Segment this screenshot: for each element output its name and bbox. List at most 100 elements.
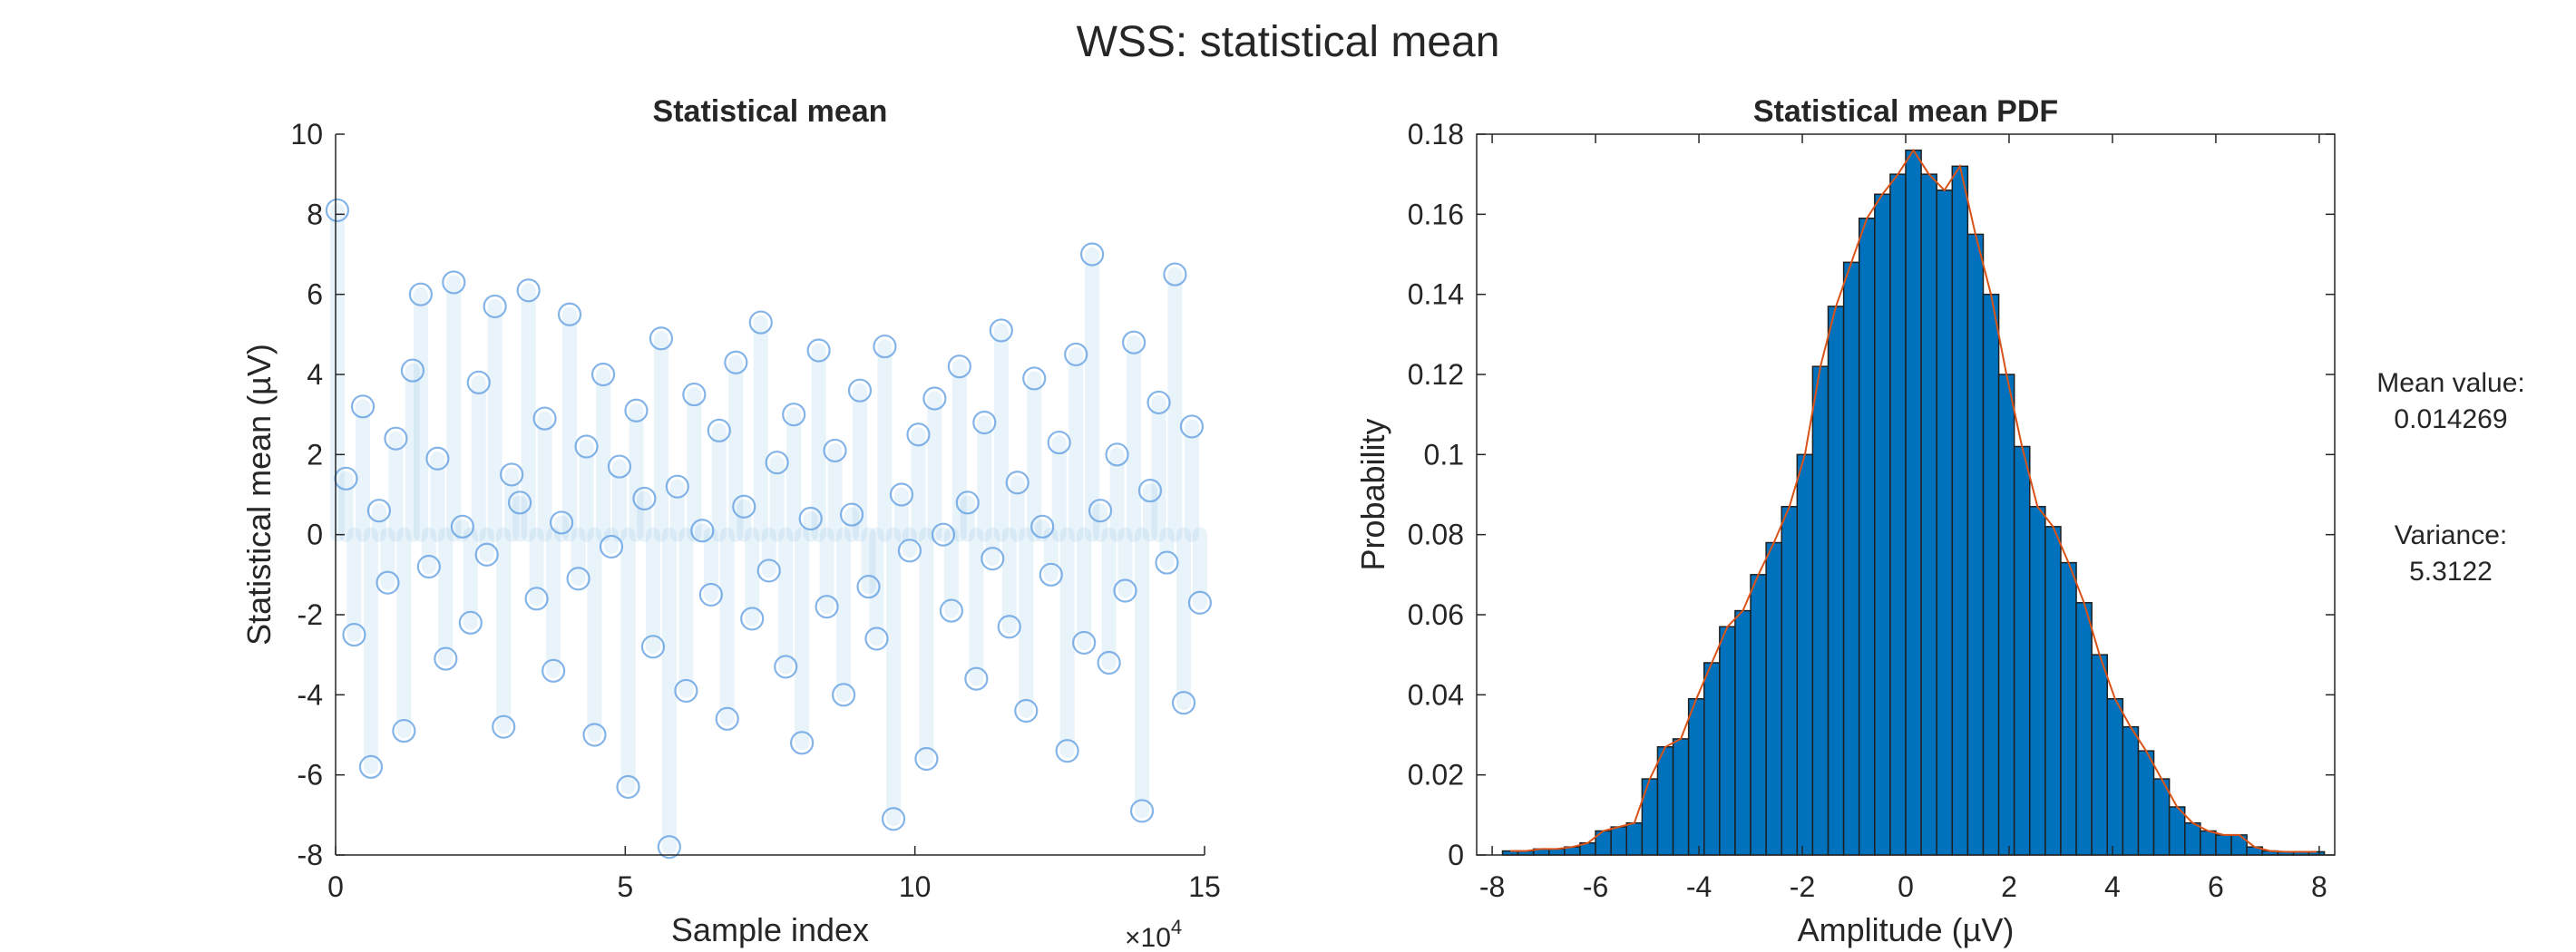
data-point (897, 539, 922, 563)
data-point (947, 355, 971, 379)
y-tick-label: -6 (298, 759, 323, 792)
x-tick-label: 15 (1188, 870, 1221, 903)
data-point (665, 474, 689, 499)
left-x-ticks: 0 5 10 15 (327, 846, 1221, 903)
y-tick-label: 4 (307, 358, 323, 391)
histogram-bar (1765, 541, 1782, 856)
histogram-bar (1905, 149, 1922, 856)
data-point (640, 635, 666, 659)
left-x-exponent-label: ×104 (1125, 916, 1182, 952)
data-point (856, 574, 881, 599)
histogram-bar (2183, 821, 2201, 856)
data-point (532, 406, 557, 431)
data-point (325, 198, 350, 223)
histogram-bar (1982, 293, 2000, 856)
data-point (1113, 578, 1137, 603)
data-point (582, 723, 607, 747)
left-x-axis-label: Sample index (671, 911, 869, 948)
histogram-bar (1625, 821, 1644, 856)
histogram-bar (1641, 778, 1659, 856)
y-tick-label: 0.06 (1408, 598, 1464, 631)
data-point (342, 622, 366, 647)
data-point (873, 334, 897, 359)
histogram-bar (2044, 526, 2062, 856)
data-point (590, 362, 616, 387)
data-point (981, 547, 1005, 571)
right-y-axis-label: Probability (1354, 418, 1391, 570)
data-point (1072, 630, 1097, 656)
mean-label: Mean value: (2376, 368, 2524, 398)
histogram-bar (2091, 654, 2109, 856)
y-tick-label: -4 (298, 678, 323, 711)
y-tick-label: 10 (290, 118, 323, 151)
x-tick-label: -6 (1583, 870, 1608, 903)
y-tick-label: 0 (1448, 839, 1464, 871)
data-point (1121, 330, 1147, 355)
data-point (574, 434, 599, 459)
histogram-bar (1997, 374, 2015, 856)
data-point (1129, 799, 1155, 823)
left-plot-area (336, 134, 1205, 855)
histogram-bar (1656, 746, 1674, 856)
x-tick-label: 10 (899, 870, 932, 903)
data-point (442, 270, 466, 295)
histogram-bar (2013, 445, 2031, 856)
data-point (1179, 414, 1205, 439)
data-point (674, 678, 698, 704)
histogram-bar (1796, 453, 1814, 856)
data-point (492, 714, 516, 739)
data-point (690, 519, 715, 543)
data-point (906, 423, 931, 447)
histogram-bar (1936, 189, 1954, 856)
histogram-bar (1750, 574, 1767, 856)
figure-title: WSS: statistical mean (1077, 18, 1500, 66)
histogram-bar (1889, 173, 1907, 856)
data-point (765, 451, 789, 475)
right-axes: -8 -6 -4 -2 0 2 4 6 8 0 0.02 0.04 0.06 0.08 0.1 0.12 0.… (1354, 94, 2336, 948)
data-point (1171, 691, 1196, 715)
y-tick-label: 0.02 (1408, 759, 1464, 792)
data-point (1022, 366, 1047, 391)
right-x-ticks: -8 -6 -4 -2 0 2 4 6 8 (1479, 134, 2327, 903)
data-point (566, 567, 590, 591)
data-point (881, 807, 906, 831)
data-point (557, 302, 582, 326)
left-stems-layer (329, 202, 1207, 855)
data-point (549, 510, 574, 535)
data-point (542, 658, 566, 683)
data-point (450, 514, 474, 539)
data-point (931, 522, 956, 547)
data-point (649, 326, 674, 351)
y-tick-label: 0.14 (1408, 278, 1464, 311)
data-point (682, 382, 707, 407)
x-tick-label: -8 (1479, 870, 1505, 903)
histogram-bar (1842, 261, 1860, 856)
variance-value: 5.3122 (2409, 557, 2493, 587)
data-point (847, 378, 873, 403)
data-point (616, 774, 640, 800)
histogram-bar (1610, 826, 1628, 856)
data-point (358, 754, 384, 779)
data-point (964, 666, 989, 691)
data-point (922, 386, 947, 411)
data-point (1055, 739, 1079, 763)
data-point (400, 358, 425, 383)
data-point (1014, 698, 1039, 724)
data-point (483, 294, 507, 319)
y-tick-label: 0.04 (1408, 678, 1464, 711)
right-y-ticks: 0 0.02 0.04 0.06 0.08 0.1 0.12 0.14 0.16 0.18 (1408, 118, 2335, 871)
left-chart-title: Statistical mean (653, 94, 888, 129)
data-point (955, 491, 980, 515)
data-point (790, 731, 815, 755)
x-tick-label: 0 (1898, 870, 1914, 903)
data-point (748, 310, 773, 335)
x-tick-label: -2 (1790, 870, 1815, 903)
data-point (524, 587, 549, 611)
data-point (434, 646, 458, 671)
data-point (1147, 390, 1171, 415)
histogram-bar (2106, 698, 2124, 856)
histogram-bar (1687, 698, 1705, 856)
data-point (1079, 242, 1105, 267)
histogram-bar (1672, 738, 1690, 856)
